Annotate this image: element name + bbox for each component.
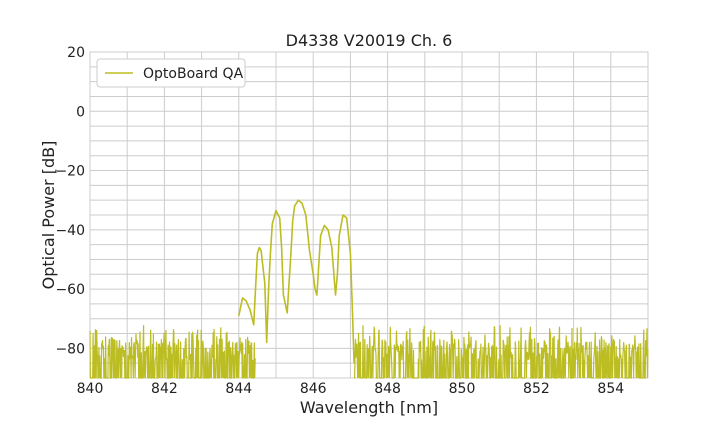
y-tick-label: 20 [67,45,85,61]
x-tick-labels: 840 842 844 846 848 850 852 854 [77,381,625,397]
legend-label-optoboard-qa: OptoBoard QA [143,66,244,82]
series-noise-floor-optoboard-qa [89,325,649,379]
y-tick-label: −60 [55,282,85,298]
x-tick-label: 850 [449,381,476,397]
series-line-optoboard-qa [238,199,355,364]
legend-box [96,58,246,88]
y-tick-label: −20 [55,164,85,180]
x-axis-label: Wavelength [nm] [300,398,438,417]
chart-title: D4338 V20019 Ch. 6 [286,31,453,50]
y-tick-label: −80 [55,341,85,357]
y-tick-labels: −80 −60 −40 −20 0 20 [55,45,85,357]
x-tick-label: 846 [300,381,327,397]
y-tick-label: 0 [76,104,85,120]
x-tick-label: 844 [225,381,252,397]
grid [89,51,649,379]
legend: OptoBoard QA [96,58,246,88]
y-axis-label: Optical Power [dB] [39,141,58,290]
x-tick-label: 840 [77,381,104,397]
y-tick-label: −40 [55,223,85,239]
x-tick-label: 848 [374,381,401,397]
x-tick-label: 842 [151,381,178,397]
x-tick-label: 852 [523,381,550,397]
x-tick-label: 854 [597,381,624,397]
series-layer [89,199,649,379]
